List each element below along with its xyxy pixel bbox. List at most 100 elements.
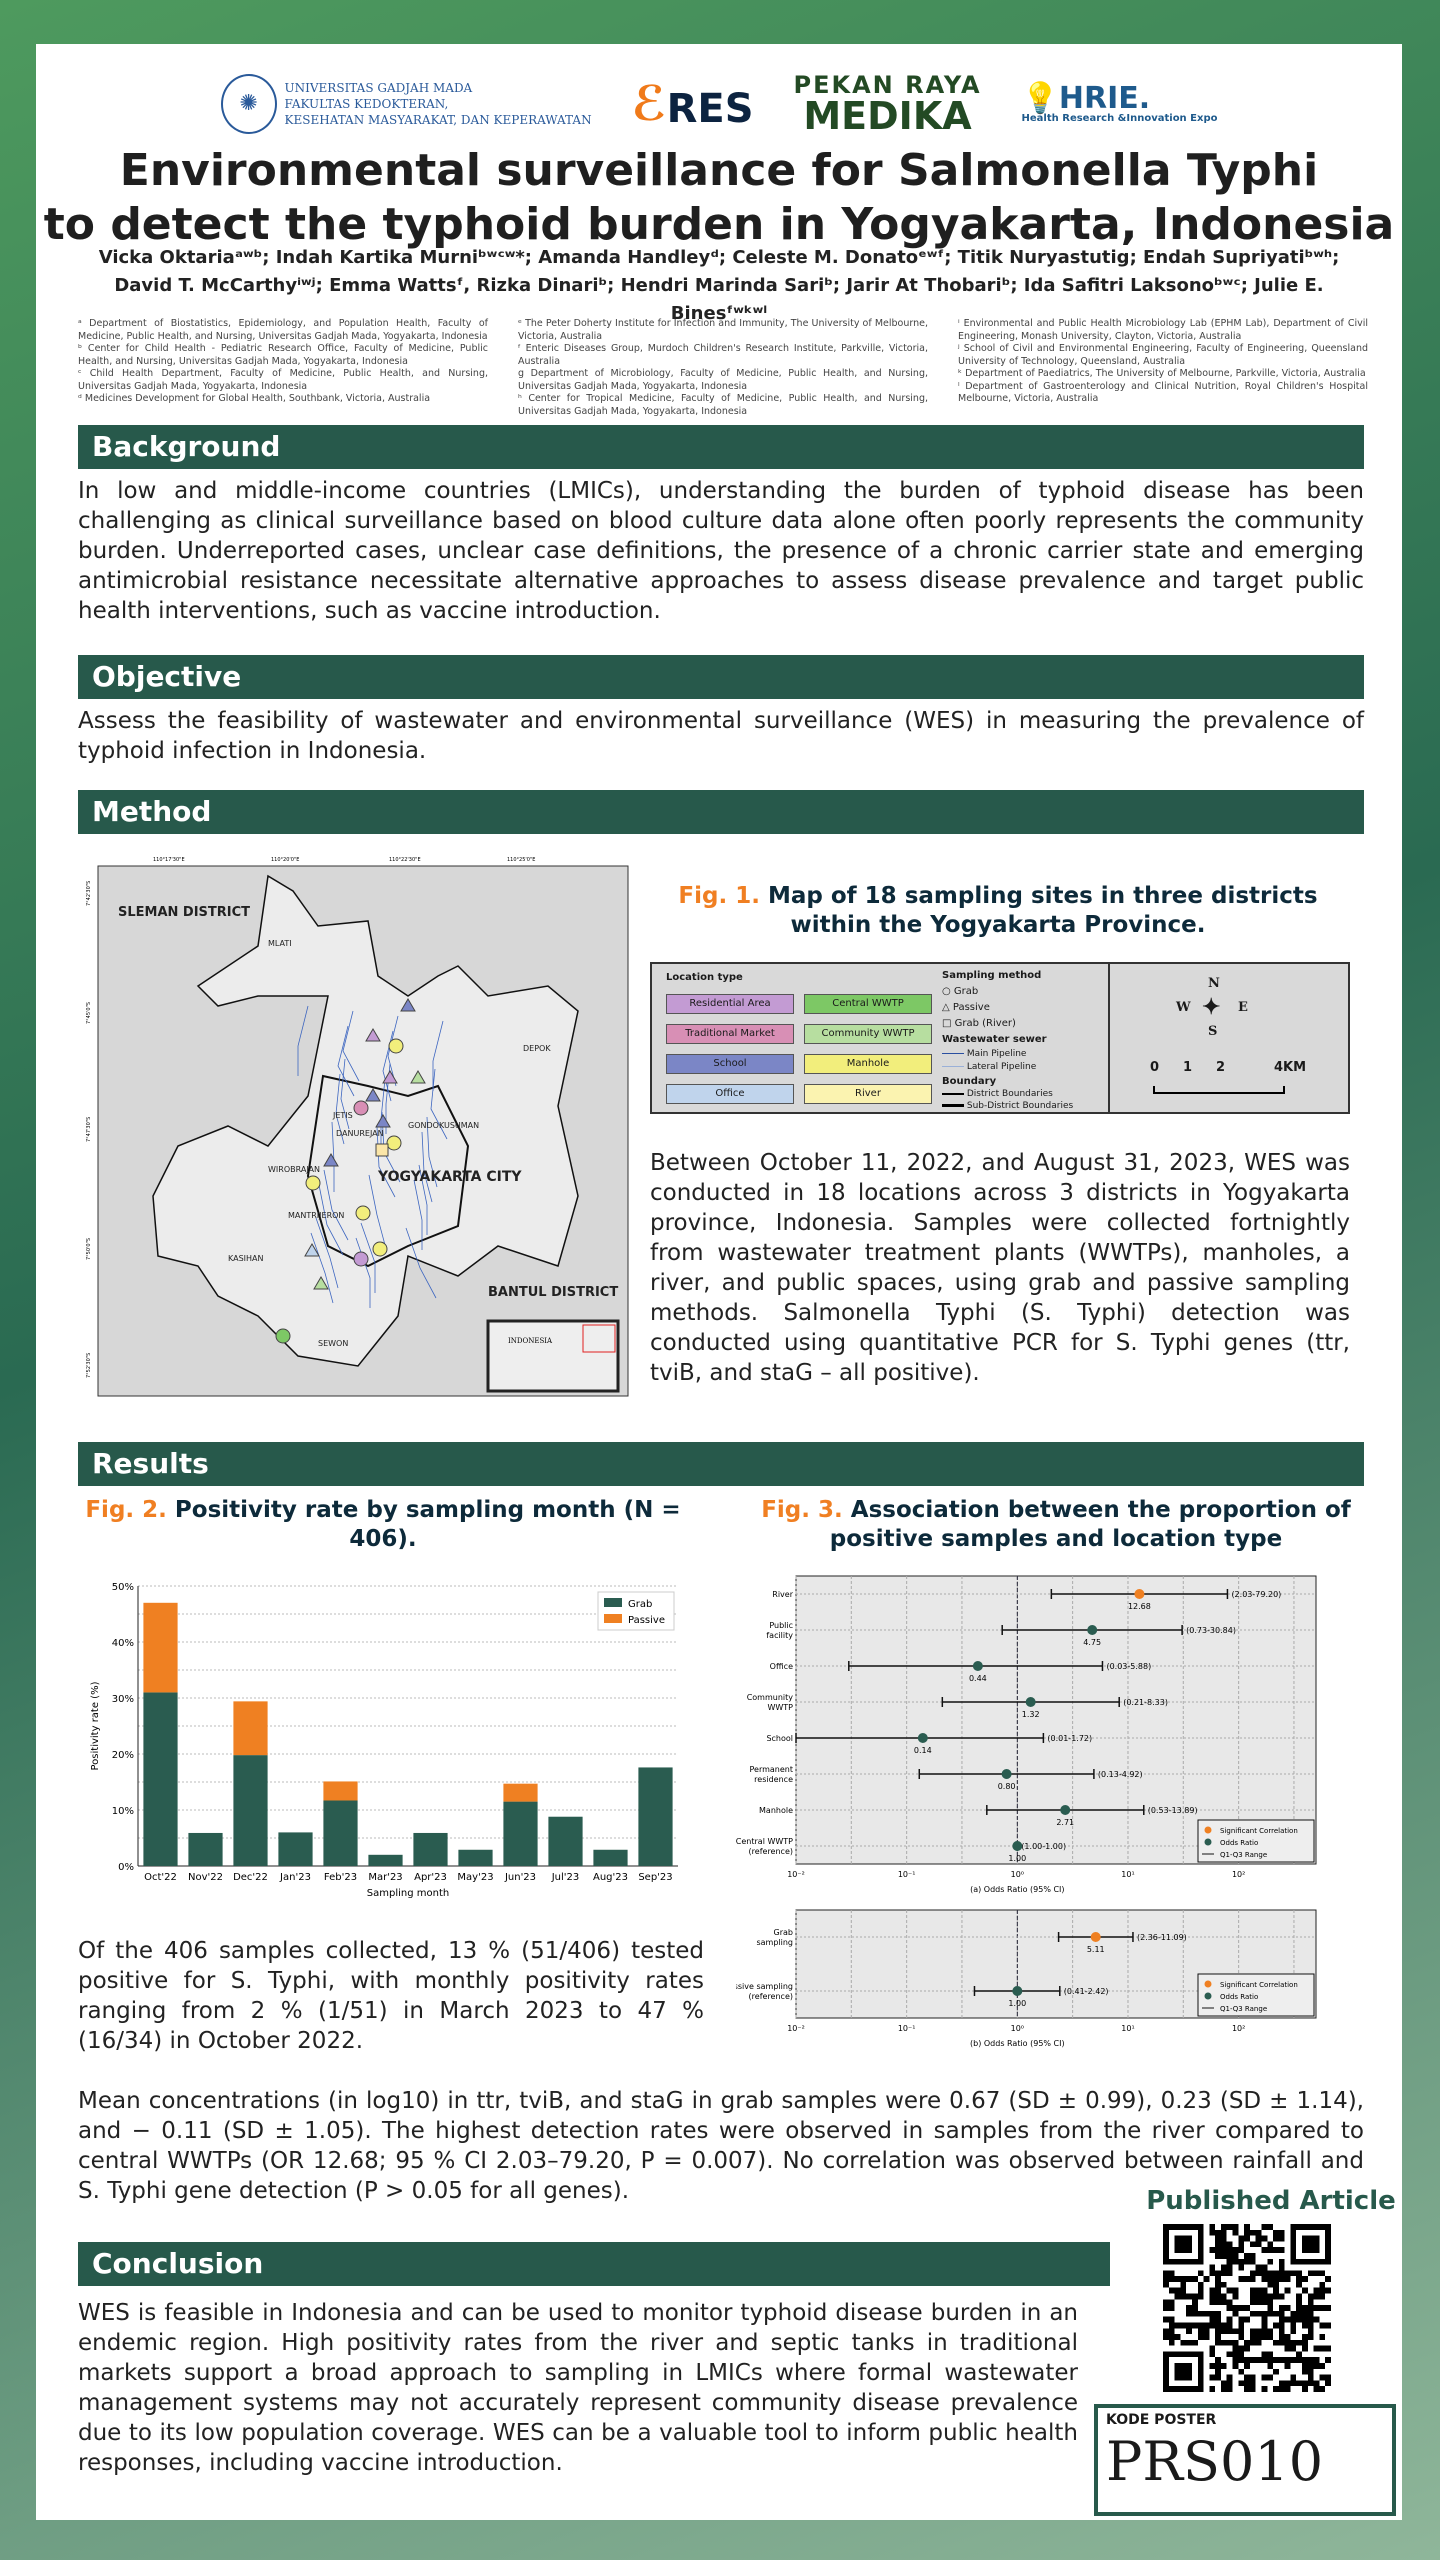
or-value: 5.11	[1087, 1945, 1105, 1954]
x-axis-label: Sampling month	[367, 1888, 449, 1899]
qr-module	[1261, 2235, 1268, 2242]
qr-module	[1209, 2299, 1216, 2306]
prm-top: PEKAN RAYA	[793, 71, 982, 99]
qr-module	[1255, 2334, 1262, 2340]
qr-module	[1191, 2299, 1198, 2306]
legend-label: Q1-Q3 Range	[1220, 2005, 1267, 2013]
odds-ratio-point	[1087, 1625, 1098, 1635]
qr-module	[1273, 2276, 1279, 2282]
affiliation: ˡ Department of Gastroenterology and Cli…	[958, 380, 1368, 405]
qr-module	[1220, 2229, 1227, 2236]
grab-site-marker	[305, 1175, 321, 1191]
row-label: Manhole	[759, 1806, 793, 1815]
qr-module	[1215, 2328, 1221, 2335]
qr-module	[1296, 2357, 1303, 2364]
qr-module	[1238, 2322, 1245, 2329]
affiliation: g Department of Microbiology, Faculty of…	[518, 368, 928, 392]
qr-module	[1215, 2368, 1221, 2375]
results-text-2: Mean concentrations (in log10) in ttr, t…	[78, 2088, 1364, 2204]
qr-module	[1267, 2281, 1274, 2288]
qr-module	[1244, 2363, 1250, 2369]
lat-tick: 7°45'0"S	[86, 1002, 92, 1024]
qr-module	[1220, 2281, 1227, 2288]
y-tick-label: 50%	[112, 1582, 134, 1593]
qr-module	[1197, 2310, 1204, 2317]
qr-module	[1278, 2258, 1285, 2265]
map-label-danurejan: DANUREJAN	[336, 1129, 384, 1138]
qr-module	[1215, 2276, 1221, 2282]
river-site-marker	[375, 1143, 389, 1157]
qr-module	[1232, 2252, 1239, 2259]
affiliation: ʲ School of Civil and Environmental Engi…	[958, 343, 1368, 367]
ci-label: (0.21-8.33)	[1123, 1698, 1168, 1707]
odds-ratio-point	[1060, 1805, 1071, 1815]
qr-module	[1296, 2380, 1303, 2387]
qr-module	[1220, 2293, 1227, 2300]
qr-module	[1244, 2229, 1250, 2236]
qr-module	[1249, 2299, 1256, 2306]
qr-code[interactable]	[1163, 2224, 1331, 2392]
lon-tick: 110°20'0"E	[271, 857, 299, 863]
qr-module	[1215, 2334, 1221, 2340]
qr-module	[1290, 2270, 1297, 2277]
legend-marker	[1204, 1826, 1212, 1834]
qr-module	[1226, 2351, 1233, 2358]
qr-module	[1220, 2328, 1227, 2335]
or-value: 1.00	[1008, 1854, 1026, 1863]
qr-module	[1220, 2252, 1227, 2259]
map-label-kasihan: KASIHAN	[228, 1254, 264, 1263]
qr-module	[1163, 2299, 1169, 2306]
inset-map	[486, 1319, 620, 1393]
qr-module	[1215, 2229, 1221, 2236]
bar-grab	[233, 1755, 268, 1866]
qr-module	[1209, 2247, 1216, 2253]
odds-ratio-point	[1001, 1769, 1012, 1779]
qr-module	[1168, 2287, 1175, 2294]
fig-number: Fig. 3.	[761, 1497, 843, 1523]
sewer-pipeline	[413, 1179, 423, 1250]
qr-module	[1261, 2247, 1268, 2253]
qr-module	[1313, 2270, 1320, 2277]
qr-module	[1307, 2328, 1314, 2335]
sewer-pipeline	[323, 1169, 349, 1241]
logo-row: ✺ UNIVERSITAS GADJAH MADA FAKULTAS KEDOKT…	[36, 64, 1402, 144]
qr-finder	[1290, 2224, 1331, 2265]
odds-ratio-point	[972, 1661, 983, 1671]
qr-module	[1238, 2305, 1245, 2311]
qr-module	[1220, 2247, 1227, 2253]
qr-module	[1168, 2276, 1175, 2282]
qr-module	[1255, 2328, 1262, 2335]
qr-module	[1249, 2328, 1256, 2335]
poster-code: PRS010	[1106, 2430, 1324, 2493]
location-type-swatch: Central WWTP	[804, 994, 932, 1014]
fig-number: Fig. 2.	[85, 1497, 167, 1523]
ugm-seal-icon: ✺	[220, 74, 277, 134]
qr-module	[1203, 2334, 1210, 2340]
sewer-pipeline	[318, 1184, 344, 1256]
qr-module	[1174, 2322, 1181, 2329]
qr-finder-center	[1174, 2235, 1192, 2253]
qr-module	[1238, 2334, 1245, 2340]
qr-module	[1255, 2264, 1262, 2271]
qr-module	[1226, 2322, 1233, 2329]
sewer-legend: Main Pipeline Lateral Pipeline	[942, 1048, 1036, 1074]
qr-module	[1226, 2328, 1233, 2335]
qr-module	[1261, 2224, 1268, 2230]
qr-module	[1215, 2363, 1221, 2369]
qr-module	[1302, 2345, 1308, 2352]
subdistrict-line	[942, 1104, 964, 1107]
qr-module	[1209, 2345, 1216, 2352]
lat-tick: 7°42'30"S	[86, 881, 92, 906]
x-tick-label: Nov'22	[188, 1872, 223, 1883]
qr-module	[1180, 2281, 1187, 2288]
qr-module	[1238, 2264, 1245, 2271]
conclusion-text: WES is feasible in Indonesia and can be …	[78, 2300, 1078, 2476]
fig-title: Association between the proportion of po…	[829, 1497, 1351, 1552]
fig-number: Fig. 1.	[678, 883, 760, 909]
qr-finder-center	[1302, 2235, 1320, 2253]
sewer-pipeline	[426, 1116, 438, 1188]
qr-module	[1249, 2374, 1256, 2381]
legend-label: Passive	[628, 1615, 665, 1626]
qr-module	[1226, 2316, 1233, 2323]
inset-label: INDONESIA	[508, 1337, 553, 1345]
